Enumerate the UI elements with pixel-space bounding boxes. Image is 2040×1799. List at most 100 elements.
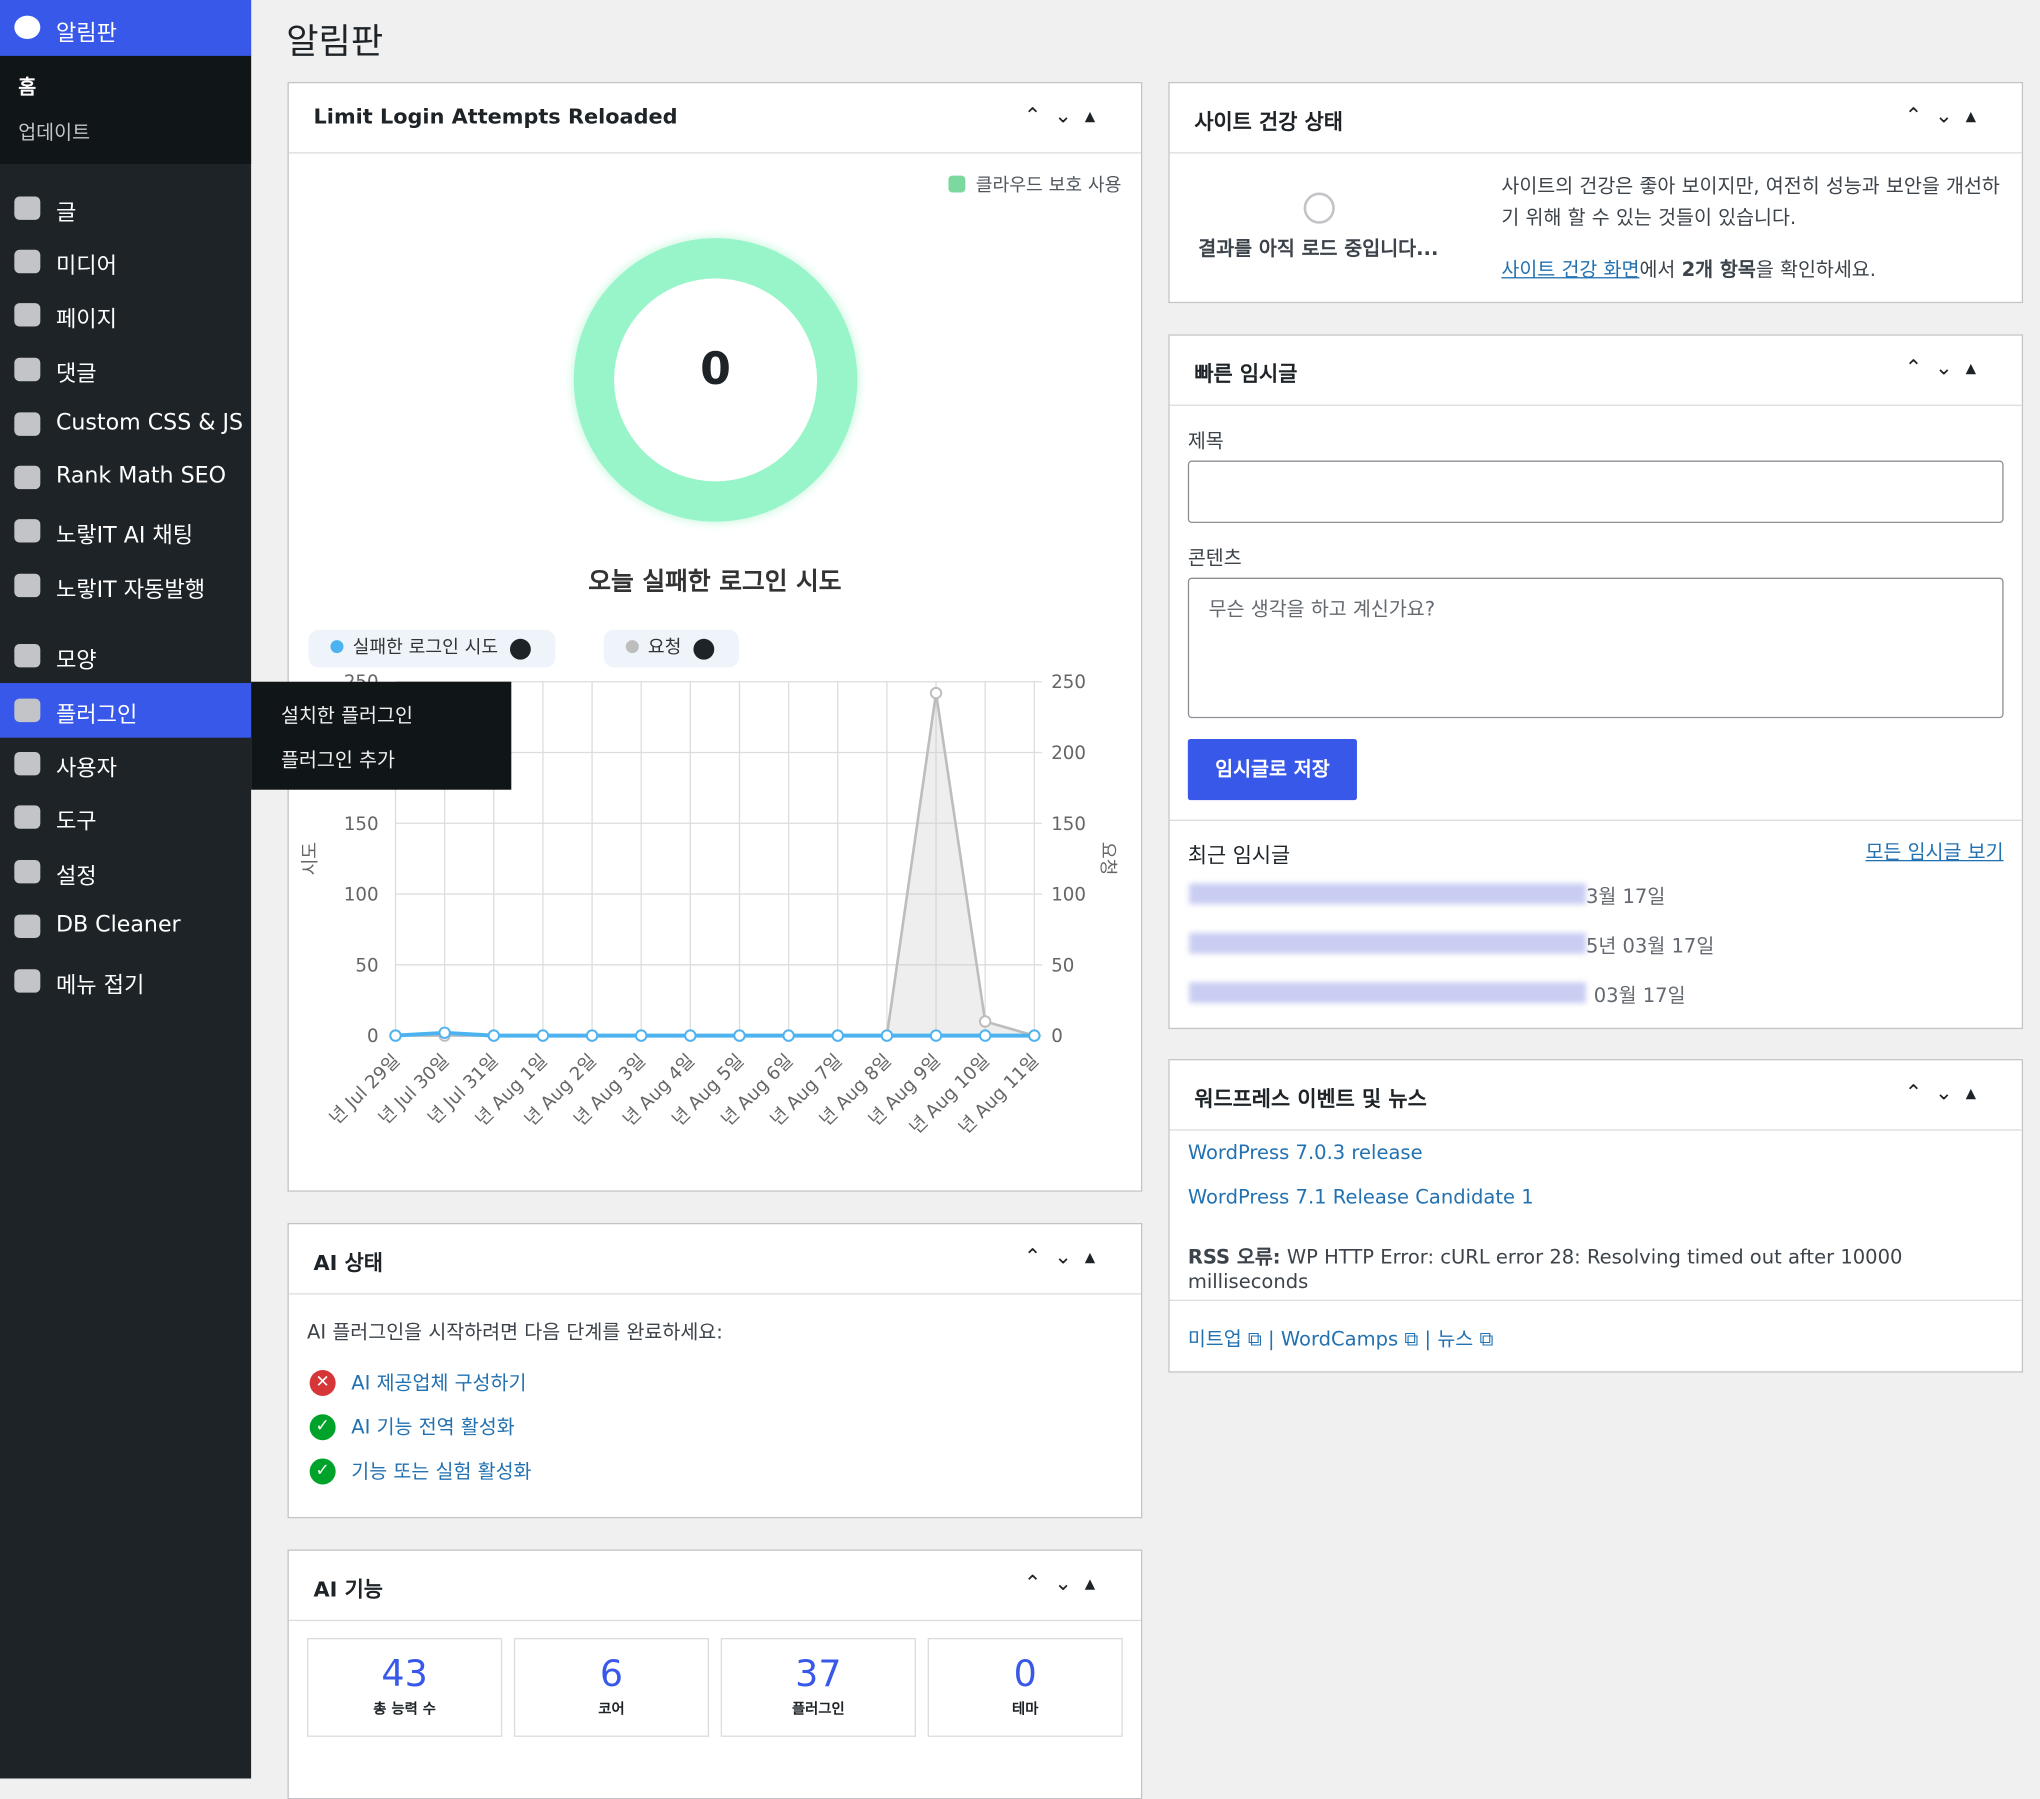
menu-item[interactable]: 설정 [55,863,97,890]
submenu-item[interactable]: 업데이트 [18,120,91,145]
content-input[interactable]: 무슨 생각을 하고 계신가요? [1187,577,2004,719]
point [880,1029,894,1042]
menu-item[interactable]: 플러그인 [55,702,138,729]
point [684,1029,697,1042]
step-link[interactable]: AI 제공업체 구성하기 [351,1371,527,1395]
widget-controls[interactable]: ⌃⌄▴ [1904,102,1990,128]
menu-item[interactable]: 댓글 [55,361,97,388]
stat-label: 총 능력 수 [373,1700,436,1718]
submenu [0,55,252,164]
widget-title: Limit Login Attempts Reloaded [313,104,678,129]
active-menu[interactable] [0,0,252,56]
widget-title: 빠른 임시글 [1194,361,1298,387]
menu-item[interactable]: 페이지 [55,307,117,334]
footer-link[interactable]: 미트업 [1187,1327,1242,1351]
widget-title: 워드프레스 이벤트 및 뉴스 [1194,1086,1427,1112]
menu-item[interactable]: 노랗IT 자동발행 [55,577,206,604]
footer-link[interactable]: 뉴스 [1437,1327,1474,1351]
menu-icon [14,969,41,993]
point [929,1029,943,1042]
title-input[interactable] [1187,460,2004,524]
intro: AI 플러그인을 시작하려면 다음 단계를 완료하세요: [307,1320,723,1344]
label: 제목 [1187,429,1224,453]
menu-item[interactable]: 노랗IT AI 채팅 [55,523,194,550]
stat-card: 0 테마 [927,1637,1123,1737]
y-tick-label: 150 [344,814,379,835]
menu-icon [14,751,41,776]
menu-icon [14,196,41,220]
news-link[interactable]: WordPress 7.0.3 release [1187,1140,1423,1165]
stat-label: 코어 [598,1700,625,1718]
draft-date: 03월 17일 [1593,983,1686,1007]
y2-axis-label: 요청 [1097,842,1118,876]
step-link[interactable]: 기능 또는 실험 활성화 [351,1459,532,1484]
news-link[interactable]: WordPress 7.1 Release Candidate 1 [1187,1185,1534,1209]
menu-item[interactable]: DB Cleaner [55,912,181,939]
menu-item[interactable]: 도구 [55,809,97,836]
link[interactable]: 사이트 건강 화면 [1501,257,1640,282]
stat-value: 0 [1013,1652,1037,1696]
legend-label: 요청 [648,637,682,658]
widget-controls[interactable]: ⌃⌄▴ [1904,355,1990,380]
menu-item[interactable]: Custom CSS & JS [55,409,244,436]
text: 2개 항목 [1681,257,1756,282]
footer-link[interactable]: WordCamps [1280,1327,1399,1351]
separator: | [1268,1327,1275,1351]
help-icon [693,638,715,660]
widget-controls[interactable]: ⌃⌄▴ [1023,1243,1109,1269]
events-widget: 워드프레스 이벤트 및 뉴스 WordPress 7.0.3 release W… [1168,1059,2024,1373]
point [389,1029,402,1042]
legend-pill [308,629,556,668]
y2-tick-label: 200 [1051,743,1086,764]
widget-title: 사이트 건강 상태 [1194,109,1343,135]
recent-title: 최근 임시글 [1187,843,1291,868]
menu-icon [14,698,41,723]
widget-controls[interactable]: ⌃⌄▴ [1904,1079,1990,1105]
active-menu[interactable] [0,683,252,738]
y2-tick-label: 0 [1051,1026,1063,1047]
y2-tick-label: 250 [1051,672,1086,693]
menu-item[interactable]: 모양 [55,647,97,674]
menu-icon [14,805,41,829]
step-link[interactable]: AI 기능 전역 활성화 [351,1415,515,1439]
legend-label: 실패한 로그인 시도 [353,637,499,658]
menu-item[interactable]: 글 [55,200,77,227]
menu-item[interactable]: 메뉴 접기 [55,973,145,1000]
save-button[interactable]: 임시글로 저장 [1187,738,1357,801]
count-label: 오늘 실패한 로그인 시도 [588,567,842,596]
stat-card: 37 플러그인 [720,1637,916,1737]
menu-icon [14,914,41,939]
y-tick-label: 100 [344,885,379,906]
menu-item[interactable]: Rank Math SEO [55,463,227,490]
chart: 050100150200250050100150200250년 Jul 29일년… [300,629,1118,1139]
menu-icon [14,465,41,490]
stat-value: 6 [599,1652,624,1696]
flyout-item[interactable]: 플러그인 추가 [281,748,395,772]
point [831,1029,844,1042]
status-icon: ✓ [309,1458,336,1485]
view-all[interactable]: 모든 임시글 보기 [1865,840,2004,864]
menu-icon [14,357,41,382]
cloud-label: 클라우드 보호 사용 [975,175,1122,197]
flyout-item[interactable]: 설치한 플러그인 [281,703,413,728]
menu-icon [14,519,41,543]
widget-title: AI 상태 [313,1250,383,1275]
menu-item[interactable]: 사용자 [55,755,117,782]
submenu-item[interactable]: 홈 [18,75,37,99]
quick-draft-widget: 빠른 임시글 제목 콘텐츠 무슨 생각을 하고 계신가요? 임시글로 저장 최근… [1168,334,2024,1030]
menu-icon [14,249,41,274]
menu-item[interactable]: 알림판 [55,20,117,47]
error: WP HTTP Error: cURL error 28: Resolving … [1187,1245,1903,1294]
widget-controls[interactable]: ⌃⌄▴ [1023,1570,1109,1596]
stat-label: 플러그인 [791,1700,845,1718]
menu-icon [14,412,41,436]
stat-value: 43 [381,1652,428,1696]
y2-tick-label: 150 [1051,814,1086,835]
point [929,686,943,700]
separator: | [1424,1327,1432,1351]
menu-item[interactable]: 미디어 [55,253,117,280]
point [978,1029,992,1042]
draft-date: 5년 03월 17일 [1585,934,1715,958]
widget-controls[interactable]: ⌃⌄▴ [1023,102,1109,128]
y-tick-label: 0 [367,1026,379,1047]
